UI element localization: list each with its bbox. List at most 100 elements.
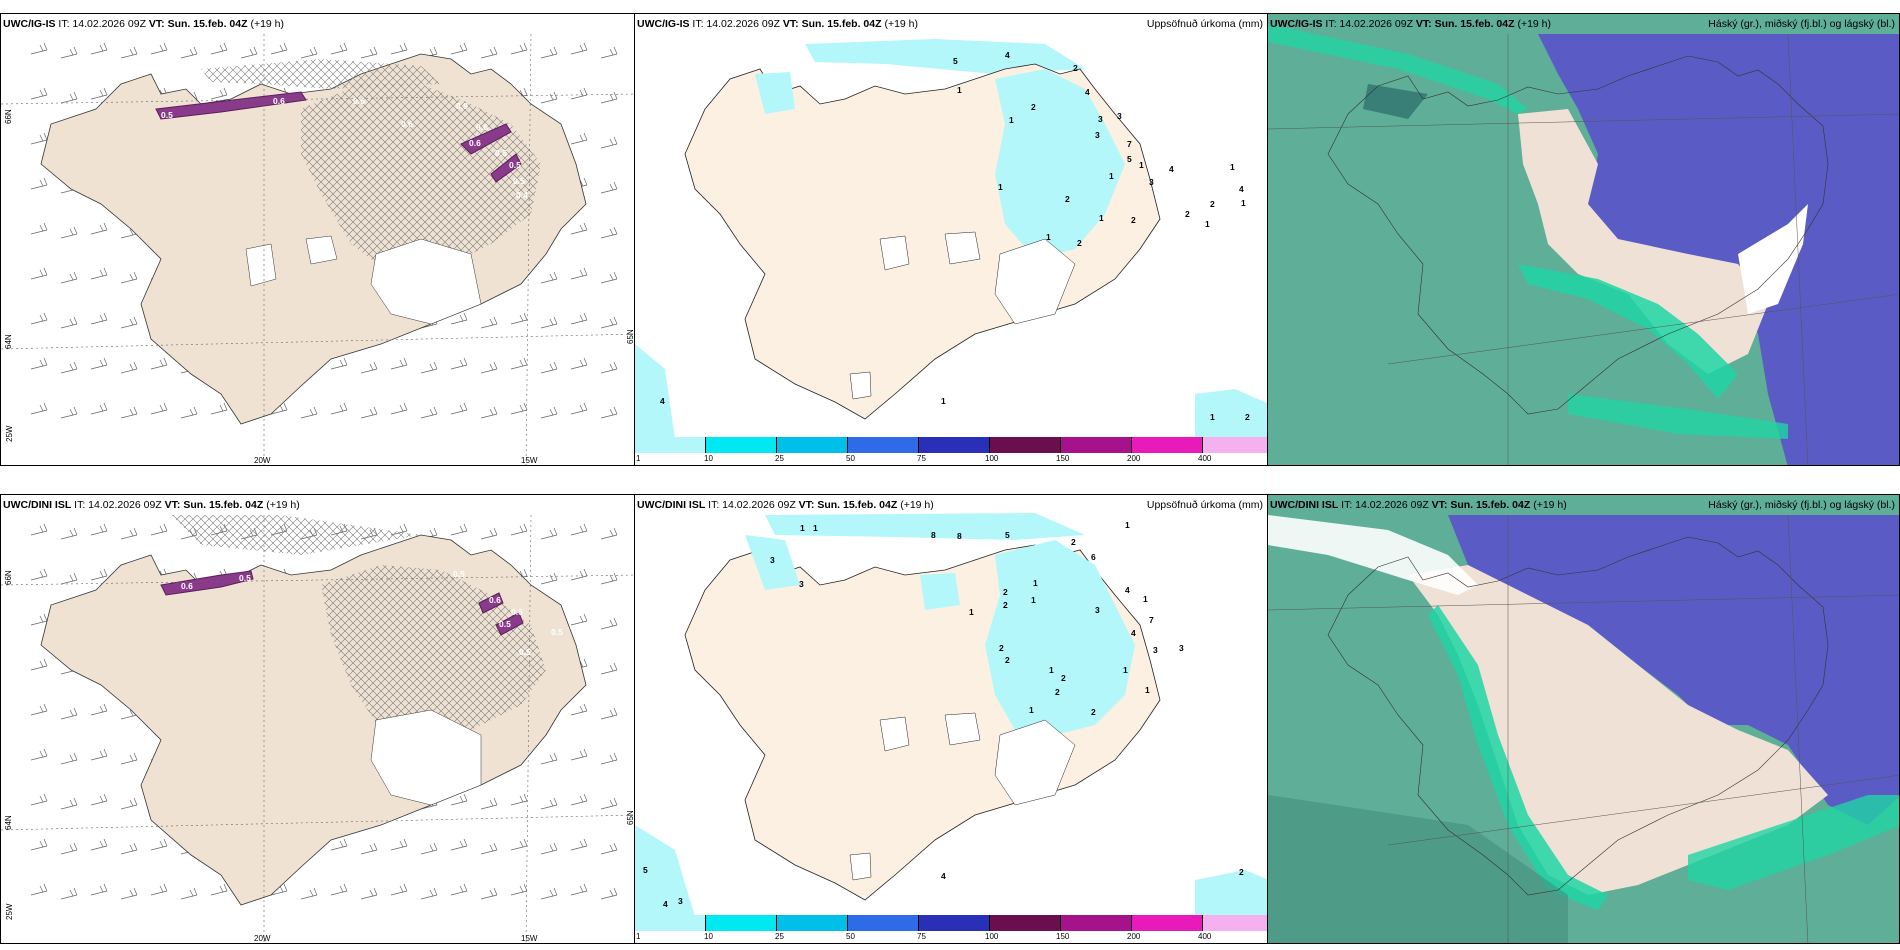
precip-number: 1 — [1123, 665, 1128, 675]
precip-value-mark: 0.5 — [495, 148, 507, 158]
precip-number: 2 — [1185, 209, 1190, 219]
precip-value-mark: 0.5 — [519, 647, 531, 657]
precip-number: 4 — [941, 871, 946, 881]
precip-colorbar: 1 10 25 50 75 100 150 200 400 — [635, 915, 1267, 943]
glacier — [944, 231, 981, 265]
precip-area-east — [985, 540, 1135, 735]
precip-value-mark: 0.6 — [511, 607, 523, 617]
precip-area-se — [1195, 870, 1267, 917]
precip-value-mark: 0.5 — [509, 160, 521, 170]
precip-number: 1 — [1031, 595, 1036, 605]
row-dini-isl: UWC/DINI ISL IT: 14.02.2026 09Z VT: Sun.… — [0, 494, 1900, 944]
glacier — [849, 371, 872, 400]
precip-area-north — [805, 39, 1085, 74]
precip-number: 1 — [1049, 665, 1054, 675]
precip-number: 5 — [953, 56, 958, 66]
lat-label: 64N — [4, 815, 13, 830]
panel-title: Háský (gr.), miðský (fj.bl.) og lágský (… — [1708, 18, 1895, 30]
precip-number: 4 — [1085, 87, 1090, 97]
precip-number: 2 — [1091, 707, 1096, 717]
precip-number: 1 — [998, 182, 1003, 192]
precip-number: 4 — [1239, 184, 1244, 194]
colorbar-seg-4 — [919, 915, 990, 931]
colorbar-seg-5 — [990, 915, 1061, 931]
precip-number: 1 — [1143, 594, 1148, 604]
colorbar-tick: 50 — [846, 932, 855, 941]
precip-number: 8 — [957, 531, 962, 541]
colorbar-seg-1 — [706, 437, 777, 453]
lon-label: 15W — [521, 456, 538, 465]
wind-map — [1, 514, 634, 943]
glacier — [879, 716, 910, 752]
glacier — [944, 712, 981, 746]
colorbar-seg-2 — [777, 915, 848, 931]
precip-number: 1 — [1230, 162, 1235, 172]
colorbar-tick: 400 — [1198, 454, 1212, 463]
precip-map-panel[interactable]: UWC/DINI ISL IT: 14.02.2026 09Z VT: Sun.… — [634, 494, 1268, 944]
precip-number: 3 — [799, 579, 804, 589]
low-cloud-white — [1268, 515, 1478, 595]
precip-number: 1 — [1145, 685, 1150, 695]
precip-area-sw — [635, 344, 675, 439]
precip-number: 4 — [1125, 585, 1130, 595]
panel-header: UWC/IG-IS IT: 14.02.2026 09Z VT: Sun. 15… — [1270, 18, 1552, 30]
precip-number: 3 — [1153, 645, 1158, 655]
colorbar-seg-8 — [1203, 915, 1267, 931]
colorbar-tick: 75 — [917, 932, 926, 941]
precip-number: 2 — [1077, 238, 1082, 248]
colorbar-seg-4 — [919, 437, 990, 453]
glacier — [879, 235, 910, 271]
precip-number: 1 — [969, 607, 974, 617]
precip-number: 2 — [1003, 600, 1008, 610]
graticule — [1268, 514, 1899, 943]
colorbar-seg-6 — [1061, 915, 1132, 931]
colorbar-tick: 10 — [704, 454, 713, 463]
precip-number: 1 — [800, 523, 805, 533]
no-data-highland — [370, 709, 482, 806]
colorbar-tick: 150 — [1056, 454, 1070, 463]
precip-value-mark: 0.5 — [513, 176, 525, 186]
cloud-map-panel[interactable]: UWC/DINI ISL IT: 14.02.2026 09Z VT: Sun.… — [1267, 494, 1900, 944]
lon-label: 25W — [5, 903, 14, 920]
snow-hatch-area — [301, 84, 541, 274]
colorbar-tick: 400 — [1198, 932, 1212, 941]
cloud-map-panel[interactable]: UWC/IG-IS IT: 14.02.2026 09Z VT: Sun. 15… — [1267, 13, 1900, 466]
precip-value-mark: 0.6 — [273, 96, 285, 106]
precip-number: 5 — [1005, 530, 1010, 540]
colorbar-tick: 200 — [1127, 454, 1141, 463]
colorbar-tick: 200 — [1127, 932, 1141, 941]
colorbar-seg-8 — [1203, 437, 1267, 453]
panel-title: Háský (gr.), miðský (fj.bl.) og lágský (… — [1708, 499, 1895, 511]
low-cloud-white — [1738, 204, 1808, 314]
precip-area-west — [755, 72, 795, 114]
precip-number: 3 — [1179, 643, 1184, 653]
precip-map-panel[interactable]: UWC/IG-IS IT: 14.02.2026 09Z VT: Sun. 15… — [634, 13, 1268, 466]
colorbar-seg-6 — [1061, 437, 1132, 453]
precip-number: 1 — [1205, 219, 1210, 229]
colorbar-seg-7 — [1132, 915, 1203, 931]
iceland-coastline — [1327, 55, 1829, 415]
dark-cloud-patch — [1363, 84, 1428, 119]
precip-number: 2 — [1210, 199, 1215, 209]
panel-header: UWC/DINI ISL IT: 14.02.2026 09Z VT: Sun.… — [637, 499, 934, 511]
precip-band — [490, 153, 522, 183]
precip-number: 1 — [1009, 115, 1014, 125]
precip-number: 2 — [1065, 194, 1070, 204]
precip-number: 3 — [1117, 111, 1122, 121]
clear-area — [1408, 565, 1828, 895]
lat-label: 66N — [4, 570, 13, 585]
panel-title: Uppsöfnuð úrkoma (mm) — [1146, 18, 1263, 30]
no-data-highland — [370, 238, 482, 325]
colorbar-seg-0 — [635, 915, 706, 931]
lon-label: 25W — [5, 425, 14, 442]
wind-map-panel[interactable]: UWC/DINI ISL IT: 14.02.2026 09Z VT: Sun.… — [0, 494, 635, 944]
precip-number: 2 — [1003, 587, 1008, 597]
colorbar-tick: 25 — [775, 454, 784, 463]
precip-number: 1 — [1033, 578, 1038, 588]
mid-cloud-band — [1518, 264, 1738, 399]
colorbar-tick: 100 — [985, 454, 999, 463]
lon-label: 15W — [521, 934, 538, 943]
wind-map-panel[interactable]: UWC/IG-IS IT: 14.02.2026 09Z VT: Sun. 15… — [0, 13, 635, 466]
mid-cloud-band — [1568, 394, 1788, 439]
colorbar-tick: 50 — [846, 454, 855, 463]
